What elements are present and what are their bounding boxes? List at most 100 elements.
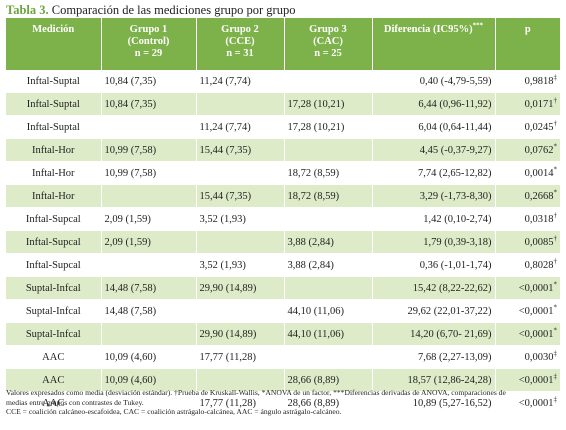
table-cell: 6,44 (0,96-11,92) <box>372 92 496 116</box>
table-cell: 28,66 (8,89) <box>284 368 373 392</box>
table-cell: 15,42 (8,22-22,62) <box>372 276 496 300</box>
table-cell: 10,09 (4,60) <box>101 345 197 369</box>
table-cell: <0,0001‡ <box>495 391 560 415</box>
table-cell: 14,20 (6,70- 21,69) <box>372 322 496 346</box>
test-mark: * <box>553 280 558 288</box>
table-row: Inftal-Hor 15,44 (7,35) 18,72 (8,59) 3,29 (… <box>6 184 560 208</box>
table-cell: AAC <box>6 391 102 415</box>
table-header-row: Medición Grupo 1 (Control) n = 29 Grupo 2 (CC… <box>6 18 560 70</box>
table-cell <box>101 253 197 277</box>
table-cell: 2,09 (1,59) <box>101 207 197 231</box>
table-row: Inftal-Suptal 11,24 (7,74) 17,28 (10,21) 6,… <box>6 115 560 139</box>
header-medicion: Medición <box>6 18 102 70</box>
header-grupo-1: Grupo 1 (Control) n = 29 <box>101 18 197 70</box>
table-cell <box>284 70 373 93</box>
table-cell <box>101 391 197 415</box>
footnote-line-3: CCE = coalición calcáneo-escafoidea, CAC… <box>6 407 342 416</box>
table-cell: 4,45 (-0,37-9,27) <box>372 138 496 162</box>
table-cell: 0,0085† <box>495 230 560 254</box>
table-cell <box>101 322 197 346</box>
table-cell: 28,66 (8,89) <box>284 391 373 415</box>
test-mark: † <box>553 96 558 104</box>
test-mark: † <box>553 211 558 219</box>
table-cell: 18,72 (8,59) <box>284 161 373 185</box>
table-cell: 14,48 (7,58) <box>101 276 197 300</box>
table-cell: 7,74 (2,65-12,82) <box>372 161 496 185</box>
table-cell: 3,52 (1,93) <box>196 253 285 277</box>
table-cell: 29,90 (14,89) <box>196 276 285 300</box>
table-cell: 11,24 (7,74) <box>196 70 285 93</box>
footnote-line-2: medias entre grupos con contrastes de Tu… <box>6 397 144 407</box>
table-cell: 6,04 (0,64-11,44) <box>372 115 496 139</box>
table-row: Inftal-Suptal 10,84 (7,35) 11,24 (7,74) 0,4… <box>6 70 560 93</box>
table-cell: 3,88 (2,84) <box>284 230 373 254</box>
table-row: Inftal-Suptal 10,84 (7,35) 17,28 (10,21) 6,… <box>6 92 560 116</box>
table-cell: Inftal-Supcal <box>6 230 102 254</box>
table-cell: Inftal-Hor <box>6 184 102 208</box>
table-cell <box>196 368 285 392</box>
comparison-table: Medición Grupo 1 (Control) n = 29 Grupo 2 (CC… <box>6 18 560 415</box>
table-cell: 17,77 (11,28) <box>196 345 285 369</box>
table-cell: 15,44 (7,35) <box>196 184 285 208</box>
test-mark: * <box>553 188 558 196</box>
table-cell <box>284 138 373 162</box>
table-cell: 0,0014* <box>495 161 560 185</box>
table-cell: 17,77 (11,28) <box>196 391 285 415</box>
table-cell: 0,0030‡ <box>495 345 560 369</box>
table-cell: 10,89 (5,27-16,52) <box>372 391 496 415</box>
table-cell: 0,8028† <box>495 253 560 277</box>
table-cell: 3,29 (-1,73-8,30) <box>372 184 496 208</box>
test-mark: * <box>553 165 558 173</box>
header-grupo-2: Grupo 2 (CCE) n = 31 <box>196 18 285 70</box>
table-cell <box>284 345 373 369</box>
table-cell: 3,88 (2,84) <box>284 253 373 277</box>
table-cell: AAC <box>6 345 102 369</box>
table-cell: Suptal-Infcal <box>6 299 102 323</box>
table-cell: 15,44 (7,35) <box>196 138 285 162</box>
table-cell: 0,36 (-1,01-1,74) <box>372 253 496 277</box>
test-mark: ‡ <box>553 73 558 81</box>
table-cell: AAC <box>6 368 102 392</box>
table-cell: Inftal-Suptal <box>6 115 102 139</box>
table-row: AAC 17,77 (11,28) 28,66 (8,89) 10,89 (5,27-… <box>6 391 560 415</box>
table-cell: 44,10 (11,06) <box>284 299 373 323</box>
table-cell: 29,90 (14,89) <box>196 322 285 346</box>
test-mark: † <box>553 257 558 265</box>
table-cell: <0,0001* <box>495 276 560 300</box>
caption-text: Comparación de las mediciones grupo por … <box>51 3 296 17</box>
test-mark: * <box>553 303 558 311</box>
table-cell <box>196 92 285 116</box>
table-cell <box>196 299 285 323</box>
test-mark: ‡ <box>553 372 558 380</box>
table-cell: 1,79 (0,39-3,18) <box>372 230 496 254</box>
caption-label: Tabla 3. <box>6 3 49 17</box>
table-cell <box>196 230 285 254</box>
table-cell: 0,2668* <box>495 184 560 208</box>
table-caption: Tabla 3. Comparación de las mediciones g… <box>6 2 295 18</box>
table-cell: Suptal-Infcal <box>6 276 102 300</box>
table-row: Suptal-Infcal 29,90 (14,89) 44,10 (11,06) 1… <box>6 322 560 346</box>
table-cell: 17,28 (10,21) <box>284 92 373 116</box>
table-cell: 3,52 (1,93) <box>196 207 285 231</box>
test-mark: † <box>553 234 558 242</box>
table-cell: 10,84 (7,35) <box>101 92 197 116</box>
table-cell: 0,0318† <box>495 207 560 231</box>
table-cell: 14,48 (7,58) <box>101 299 197 323</box>
table-row: Inftal-Hor 10,99 (7,58) 18,72 (8,59) 7,74 (… <box>6 161 560 185</box>
table-cell: Inftal-Supcal <box>6 253 102 277</box>
header-diff-mark: *** <box>472 21 484 30</box>
test-mark: ‡ <box>553 349 558 357</box>
table-cell: 0,9818‡ <box>495 70 560 93</box>
table-footnotes: Valores expresados como media (desviació… <box>6 388 562 417</box>
table-cell: <0,0001‡ <box>495 368 560 392</box>
table-cell: 29,62 (22,01-37,22) <box>372 299 496 323</box>
table-cell: Suptal-Infcal <box>6 322 102 346</box>
table-cell: Inftal-Hor <box>6 138 102 162</box>
table-cell: Inftal-Supcal <box>6 207 102 231</box>
table-cell: 7,68 (2,27-13,09) <box>372 345 496 369</box>
table-cell: 10,99 (7,58) <box>101 138 197 162</box>
table-cell <box>284 276 373 300</box>
table-cell: Inftal-Suptal <box>6 92 102 116</box>
table-cell: 18,72 (8,59) <box>284 184 373 208</box>
